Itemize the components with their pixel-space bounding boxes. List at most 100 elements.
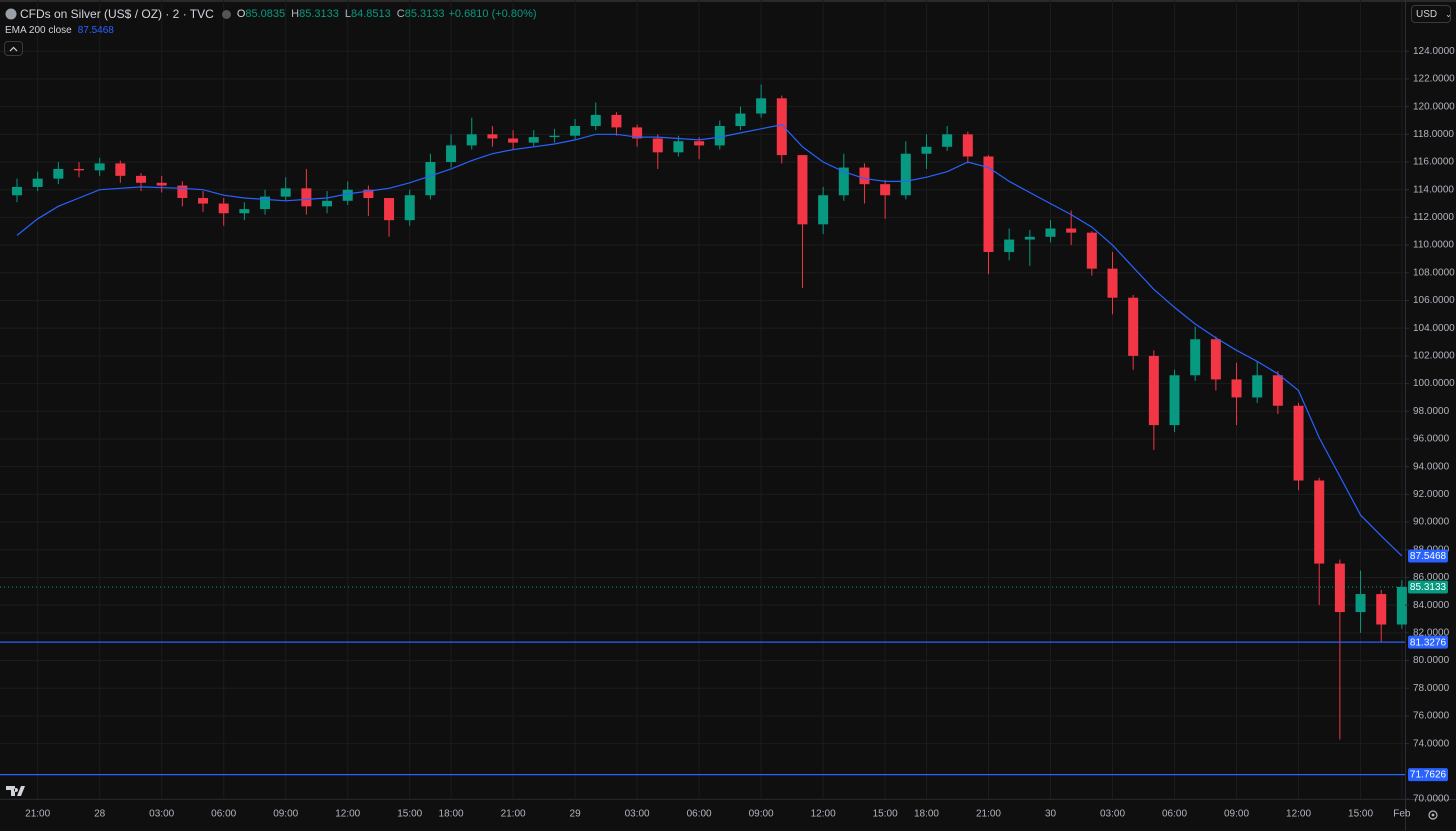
- candle-body: [859, 167, 870, 185]
- candle-body: [611, 114, 622, 128]
- y-tick-label: 110.0000: [1413, 240, 1454, 251]
- candle-body: [1355, 594, 1366, 613]
- candle-body: [962, 134, 973, 157]
- y-tick-label: 106.0000: [1413, 295, 1455, 306]
- candle-body: [342, 189, 353, 201]
- candle-body: [632, 127, 643, 139]
- ohlc-c-value: 85.3133: [404, 8, 445, 20]
- y-tick-label: 78.0000: [1413, 683, 1450, 694]
- candle-body: [1004, 239, 1015, 253]
- x-tick-label: 09:00: [749, 809, 774, 820]
- candle-body: [880, 184, 891, 196]
- currency-caret: ⌄: [1445, 9, 1452, 19]
- candle-body: [12, 186, 22, 196]
- y-tick-label: 108.0000: [1413, 267, 1455, 278]
- candle-body: [818, 195, 829, 225]
- currency-label: USD: [1416, 8, 1438, 20]
- candle-body: [508, 138, 519, 143]
- indicator-legend[interactable]: EMA 200 close 87.5468: [5, 25, 114, 36]
- ema-line: [16, 123, 1403, 557]
- x-tick-label: 21:00: [976, 809, 1001, 820]
- y-tick-label: 70.0000: [1413, 794, 1450, 805]
- candle-body: [735, 113, 746, 127]
- candle-body: [487, 134, 498, 139]
- candle-body: [1231, 379, 1242, 398]
- x-tick-label: 12:00: [811, 809, 836, 820]
- candle-body: [1190, 339, 1201, 376]
- candle-body: [1024, 236, 1035, 240]
- y-tick-label: 98.0000: [1413, 406, 1450, 417]
- x-tick-label: 06:00: [211, 809, 236, 820]
- price-badge: [1408, 768, 1448, 782]
- price-badge-label: 71.7626: [1410, 770, 1447, 781]
- candle-body: [1252, 375, 1263, 398]
- collapse-button[interactable]: [4, 41, 23, 56]
- symbol-title[interactable]: CFDs on Silver (US$ / OZ) · 2 · TVC: [20, 7, 214, 21]
- candle-body: [1396, 586, 1407, 625]
- candle-body: [446, 145, 457, 163]
- candle-body: [776, 98, 787, 156]
- candle-body: [94, 163, 105, 171]
- logo-shape: [6, 786, 25, 796]
- y-tick-label: 116.0000: [1413, 157, 1454, 168]
- candle-body: [1210, 339, 1221, 380]
- x-tick-label: 03:00: [149, 809, 174, 820]
- price-badge-label: 81.3276: [1410, 637, 1447, 648]
- ohlc-l-value: 84.8513: [350, 8, 391, 20]
- candle-body: [942, 134, 953, 147]
- symbol-icon-circle: [5, 8, 17, 20]
- x-tick-label: 15:00: [397, 809, 422, 820]
- grid: [0, 0, 1405, 800]
- x-tick-label: 09:00: [1224, 809, 1249, 820]
- indicator-name[interactable]: EMA 200 close: [5, 25, 72, 36]
- candle-body: [177, 185, 188, 199]
- candle-body: [301, 188, 312, 207]
- ohlc-c-label: C: [396, 8, 405, 20]
- x-tick-label: 29: [570, 809, 582, 820]
- candle-body: [1293, 405, 1304, 481]
- y-tick-label: 122.0000: [1413, 74, 1455, 85]
- y-tick-label: 100.0000: [1413, 378, 1455, 389]
- candle-body: [756, 98, 767, 114]
- x-tick-label: 06:00: [687, 809, 712, 820]
- candle-body: [570, 126, 581, 136]
- legend-header: CFDs on Silver (US$ / OZ) · 2 · TVC O 85.…: [5, 7, 537, 21]
- axes: 70.0000 74.0000 76.0000 78.0000 80.0000 82.00…: [25, 46, 1455, 820]
- y-tick-label: 120.0000: [1413, 101, 1455, 112]
- x-tick-label: Feb: [1393, 809, 1411, 820]
- candle-body: [1272, 375, 1283, 406]
- candle-body: [156, 182, 167, 186]
- currency-button[interactable]: USD ⌄: [1411, 5, 1452, 23]
- change: +0.6810 (+0.80%): [448, 8, 537, 20]
- settings-gear[interactable]: [1428, 810, 1438, 820]
- candle-body: [1107, 268, 1118, 298]
- candle-body: [590, 114, 601, 127]
- settings-gear-center: [1431, 813, 1435, 817]
- settings-icon[interactable]: [1428, 810, 1438, 820]
- x-tick-label: 18:00: [439, 809, 464, 820]
- candle-body: [694, 141, 705, 146]
- y-tick-label: 74.0000: [1413, 738, 1450, 749]
- candle-body: [280, 188, 291, 197]
- x-tick-label: 21:00: [501, 809, 526, 820]
- candle-body: [983, 156, 994, 253]
- candle-body: [549, 135, 560, 138]
- x-tick-label: 18:00: [914, 809, 939, 820]
- candle-body: [1314, 480, 1325, 564]
- market-status: [221, 9, 231, 19]
- x-tick-label: 09:00: [273, 809, 298, 820]
- candle-body: [384, 198, 395, 221]
- candle-body: [74, 168, 85, 171]
- candle-body: [404, 195, 415, 221]
- ohlc-o-value: 85.0835: [245, 8, 286, 20]
- x-tick-label: 30: [1045, 809, 1057, 820]
- candle-body: [1045, 228, 1056, 237]
- y-tick-label: 94.0000: [1413, 461, 1450, 472]
- y-tick-label: 112.0000: [1413, 212, 1454, 223]
- candle-body: [797, 155, 808, 225]
- candle-body: [322, 200, 333, 207]
- y-tick-label: 80.0000: [1413, 655, 1450, 666]
- ohlc-o-label: O: [236, 8, 246, 20]
